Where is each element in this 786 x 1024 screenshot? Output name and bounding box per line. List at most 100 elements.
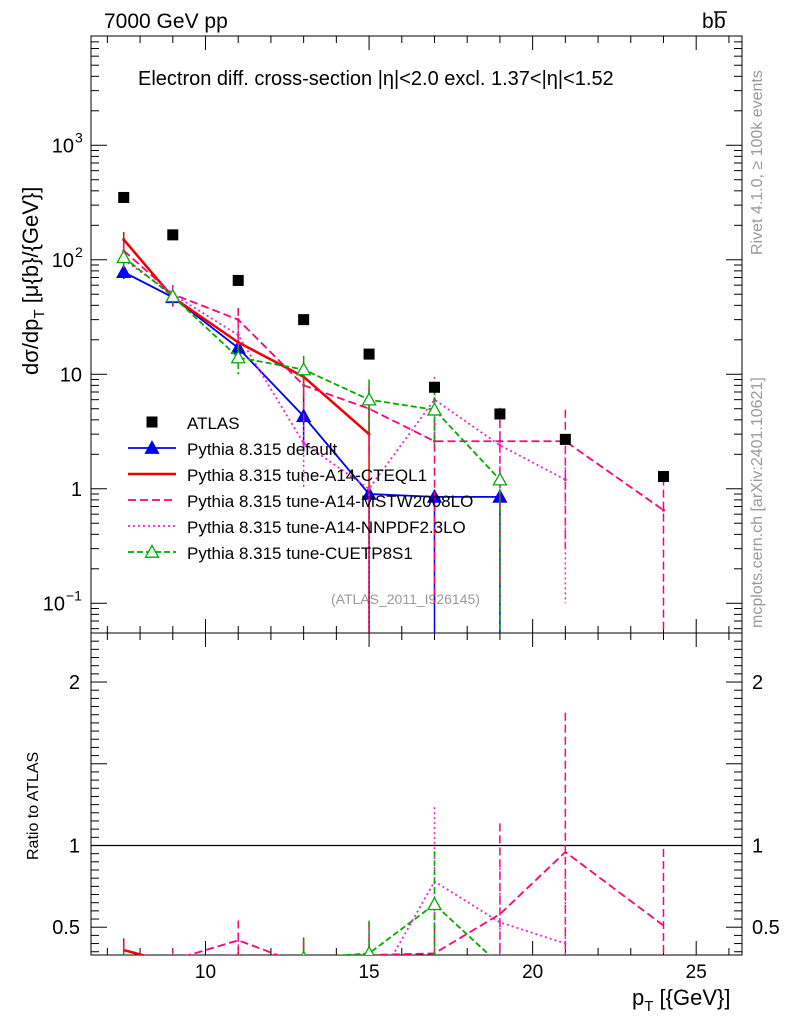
- ratio-marker: [172, 953, 174, 955]
- ratio-tick-label-right: 0.5: [752, 917, 780, 939]
- y-tick-label-text: 10: [60, 364, 82, 386]
- ratio-marker: [363, 945, 375, 955]
- legend: ATLAS Pythia 8.315 default Pythia 8.315 tu…: [128, 414, 473, 563]
- svg-text:pT [{GeV}]: pT [{GeV}]: [632, 985, 730, 1015]
- reference-marker: [428, 381, 440, 393]
- ratio-line: [186, 850, 665, 955]
- y-tick-label-exp: 3: [75, 129, 83, 145]
- y-tick-label-text: 10: [52, 135, 74, 157]
- y-tick-label-exp: 2: [75, 244, 83, 260]
- series-point: [367, 487, 371, 491]
- legend-entry-1: Pythia 8.315 default: [128, 440, 338, 459]
- series-point: [236, 318, 240, 322]
- ratio-marker: [493, 958, 506, 970]
- series-marker: [492, 471, 508, 486]
- ratio-line: [226, 880, 566, 955]
- legend-label: Pythia 8.315 tune-CUETP8S1: [187, 544, 413, 563]
- header-right-base: b: [702, 10, 714, 33]
- ratio-marker: [297, 980, 310, 992]
- x-axis-label: pT [{GeV}]: [632, 985, 730, 1015]
- ratio-data: [117, 712, 665, 1005]
- y-tick-label-text: 10: [52, 250, 74, 272]
- legend-marker: [144, 440, 160, 454]
- reference-marker: [657, 470, 669, 482]
- reference-series: [118, 191, 669, 482]
- rivet-label: Rivet 4.1.0, ≥ 100k events: [749, 70, 766, 255]
- legend-entry-3: Pythia 8.315 tune-A14-MSTW2008LO: [128, 492, 473, 511]
- series-marker: [116, 264, 132, 278]
- ratio-frame: [90, 632, 743, 956]
- ratio-tick-label-left: 2: [69, 672, 80, 694]
- ratio-series-2: [122, 712, 665, 955]
- legend-entry-4: Pythia 8.315 tune-A14-NNPDF2.3LO: [128, 518, 466, 537]
- ratio-series-4: [122, 851, 506, 980]
- reference-marker: [118, 191, 130, 203]
- y-tick-label: 10: [60, 364, 82, 386]
- ratio-marker: [426, 896, 443, 911]
- header-left: 7000 GeV pp: [104, 10, 228, 33]
- y-tick-label-text: 10: [43, 593, 65, 615]
- ratio-tick-label-right: 2: [752, 672, 763, 694]
- reference-marker: [298, 314, 310, 326]
- chart-title: Electron diff. cross-section |η|<2.0 exc…: [138, 68, 614, 90]
- x-tick-label: 25: [686, 962, 707, 983]
- legend-marker: [144, 544, 160, 558]
- series-point: [498, 443, 502, 447]
- ratio-tick-label-right: 1: [752, 835, 763, 857]
- series-marker: [230, 349, 246, 364]
- legend-label: Pythia 8.315 tune-A14-NNPDF2.3LO: [187, 518, 466, 537]
- svg-text:dσ/dpT [μ{b}/{GeV}]: dσ/dpT [μ{b}/{GeV}]: [18, 187, 48, 375]
- legend-label: Pythia 8.315 default: [187, 440, 338, 459]
- ratio-marker: [232, 968, 245, 980]
- series-4: [116, 249, 508, 633]
- header-right: b b: [702, 10, 727, 33]
- ratio-line: [124, 963, 500, 999]
- series-marker: [116, 249, 132, 264]
- ratio-line: [123, 948, 147, 955]
- ratio-line: [335, 903, 491, 955]
- x-tick-label: 20: [522, 962, 543, 983]
- series-point: [661, 508, 665, 512]
- reference-marker: [167, 229, 179, 241]
- x-tick-label: 10: [195, 962, 216, 983]
- ratio-marker: [117, 966, 130, 978]
- series-point: [302, 441, 306, 445]
- legend-entry-0: ATLAS: [146, 414, 240, 433]
- series-marker: [361, 391, 377, 406]
- series-marker: [426, 401, 443, 416]
- y-tick-label: 10 3: [52, 129, 83, 157]
- series-line: [122, 238, 370, 436]
- legend-label: ATLAS: [187, 414, 240, 433]
- ratio-marker: [301, 950, 307, 955]
- y-tick-label: 10 −1: [43, 587, 82, 615]
- reference-marker: [363, 348, 375, 360]
- y-tick-label: 1: [71, 479, 82, 501]
- legend-entry-5: Pythia 8.315 tune-CUETP8S1: [128, 544, 413, 563]
- reference-marker: [494, 408, 506, 420]
- legend-label: Pythia 8.315 tune-A14-MSTW2008LO: [187, 492, 473, 511]
- main-data: [116, 191, 669, 633]
- analysis-id: (ATLAS_2011_I926145): [331, 591, 480, 607]
- ratio-marker: [166, 957, 179, 969]
- series-line: [123, 259, 566, 491]
- series-marker: [296, 361, 312, 376]
- ratio-tick-label-left: 1: [69, 835, 80, 857]
- ratio-y-axis-label: Ratio to ATLAS: [25, 752, 42, 860]
- y-tick-label: 10 2: [52, 244, 83, 272]
- series-line: [123, 250, 665, 511]
- ratio-marker: [122, 952, 126, 955]
- legend-entry-2: Pythia 8.315 tune-A14-CTEQL1: [128, 466, 427, 485]
- header-right-bar: b: [714, 10, 726, 33]
- ratio-marker: [428, 984, 441, 996]
- legend-marker: [146, 416, 158, 428]
- mcplots-label: mcplots.cern.ch [arXiv:2401.10621]: [749, 377, 766, 628]
- y-tick-label-text: 1: [71, 479, 82, 501]
- reference-marker: [559, 433, 571, 445]
- ratio-series-3: [122, 807, 567, 955]
- series-point: [236, 333, 240, 337]
- ratio-series-0: [117, 957, 506, 1005]
- ratio-tick-label-left: 0.5: [52, 917, 80, 939]
- y-axis-label: dσ/dpT [μ{b}/{GeV}]: [18, 187, 48, 375]
